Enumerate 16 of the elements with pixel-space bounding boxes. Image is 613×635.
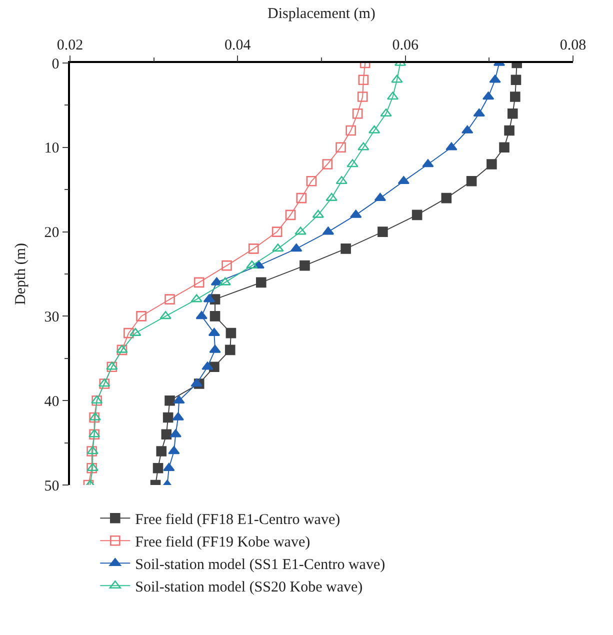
y-tick-label: 10 — [44, 140, 60, 157]
x-tick-label: 0.04 — [224, 37, 252, 54]
legend-label: Free field (FF18 E1-Centro wave) — [135, 512, 340, 528]
y-tick-label: 20 — [44, 225, 60, 242]
x-tick-label: 0.02 — [56, 37, 84, 54]
y-tick-label: 0 — [52, 56, 60, 72]
legend-label: Free field (FF19 Kobe wave) — [135, 534, 310, 550]
x-axis-title: Displacement (m) — [268, 6, 376, 22]
legend-label: Soil-station model (SS1 E1-Centro wave) — [135, 556, 386, 573]
y-tick-label: 40 — [44, 394, 60, 410]
legend-label: Soil-station model (SS20 Kobe wave) — [135, 579, 363, 596]
x-tick-label: 0.06 — [392, 37, 419, 54]
y-tick-label: 50 — [44, 478, 60, 494]
y-tick-label: 30 — [44, 309, 60, 326]
x-tick-label: 0.08 — [560, 37, 586, 54]
y-axis-title: Depth (m) — [13, 242, 29, 306]
